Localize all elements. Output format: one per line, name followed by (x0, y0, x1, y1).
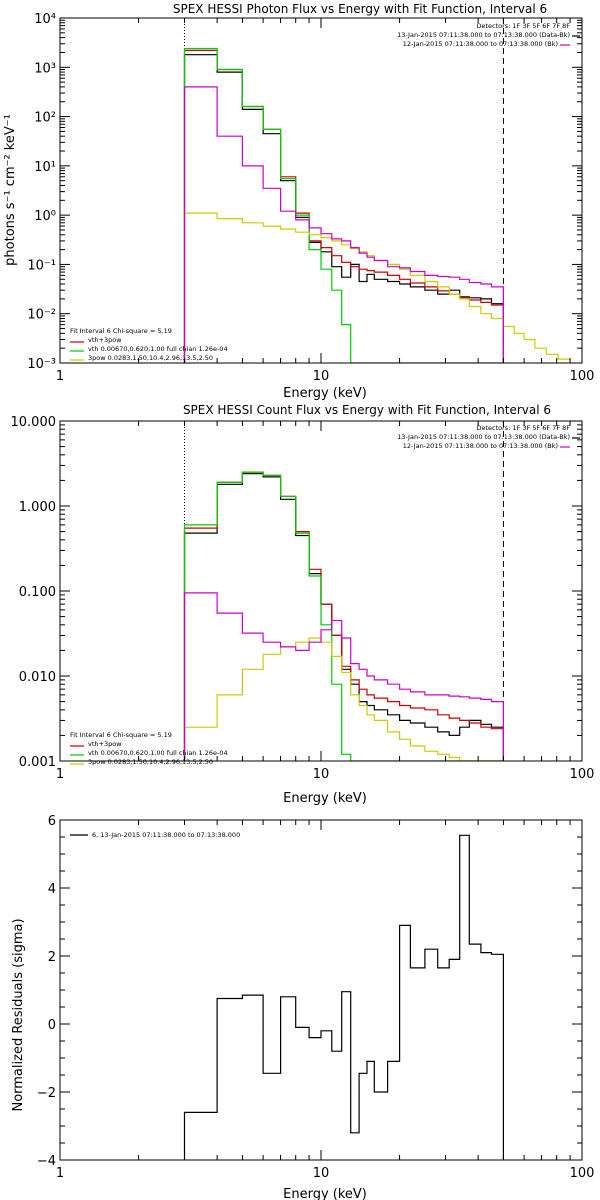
series-group (183, 47, 571, 363)
panel-title: SPEX HESSI Photon Flux vs Energy with Fi… (173, 2, 547, 16)
panel-title: SPEX HESSI Count Flux vs Energy with Fit… (183, 403, 551, 417)
x-tick-label: 100 (570, 1166, 595, 1181)
x-tick-label: 10 (313, 1166, 330, 1181)
y-tick-label: 10⁻¹ (27, 258, 56, 273)
photon-flux-panel: SPEX HESSI Photon Flux vs Energy with Fi… (3, 2, 594, 401)
series-data-bk (183, 54, 504, 363)
x-tick-label: 10 (313, 767, 330, 782)
fit-legend-line: vth+3pow (88, 336, 122, 344)
y-tick-label: 4 (48, 882, 56, 897)
x-tick-label: 1 (56, 1166, 64, 1181)
series-vth (183, 471, 504, 761)
y-tick-label: −2 (37, 1086, 56, 1101)
series-bk (183, 592, 504, 761)
x-tick-label: 100 (570, 767, 595, 782)
y-tick-label: 0.001 (19, 755, 56, 770)
header-line: 13-Jan-2015 07:11:38.000 to 07:13:38.000… (397, 433, 570, 441)
fit-legend-line: vth 0.00670,0.620,1.00 full chian 1.26e-… (88, 345, 228, 353)
series-vth-3pow (183, 49, 504, 363)
series-vth (183, 47, 504, 363)
fit-legend-line: 3pow 0.0283,1.50,10.4,2.96,13.5,2.50 (88, 758, 213, 766)
series-vth-3pow (183, 471, 504, 761)
series-3pow (183, 637, 504, 761)
header-line: 12-Jan-2015 07:11:38.000 to 07:13:38.000… (403, 442, 558, 450)
series-6 (183, 834, 504, 1160)
y-tick-label: 6 (48, 814, 56, 829)
legend-text: 6, 13-Jan-2015 07:11:38.000 to 07:13:38.… (92, 831, 240, 839)
y-tick-label: −4 (37, 1154, 56, 1169)
y-tick-label: 10⁰ (34, 209, 56, 224)
fit-legend-line: vth+3pow (88, 740, 122, 748)
fit-legend-line: vth 0.00670,0.620,1.00 full chian 1.26e-… (88, 749, 228, 757)
x-tick-label: 100 (570, 369, 595, 384)
y-tick-label: 10⁴ (34, 12, 56, 27)
y-tick-label: 10⁻³ (27, 357, 56, 372)
header-line: 13-Jan-2015 07:11:38.000 to 07:13:38.000… (397, 31, 570, 39)
x-tick-label: 10 (313, 369, 330, 384)
x-axis-label: Energy (keV) (283, 386, 367, 401)
header-line: Detectors: 1F 3F 5F 6F 7F 8F (476, 22, 570, 30)
fit-legend-line: Fit Interval 6 Chi-square = 5.19 (70, 731, 172, 739)
y-tick-label: 0.010 (19, 670, 56, 685)
series-group (183, 471, 504, 761)
x-tick-label: 1 (56, 369, 64, 384)
series-data-bk (183, 473, 504, 761)
series-3pow (183, 212, 571, 363)
x-axis-label: Energy (keV) (283, 1187, 367, 1200)
x-axis-label: Energy (keV) (283, 791, 367, 806)
y-tick-label: 10³ (34, 61, 56, 76)
y-tick-label: 10¹ (34, 160, 56, 175)
y-axis-label: photons s⁻¹ cm⁻² keV⁻¹ (3, 114, 18, 266)
fit-legend-line: Fit Interval 6 Chi-square = 5.19 (70, 327, 172, 335)
y-tick-label: 2 (48, 950, 56, 965)
fit-legend-line: 3pow 0.0283,1.50,10.4,2.96,13.5,2.50 (88, 354, 213, 362)
y-tick-label: 1.000 (19, 500, 56, 515)
y-tick-label: 10⁻² (27, 308, 56, 323)
y-axis-label: Normalized Residuals (sigma) (11, 918, 26, 1111)
residuals-panel: Energy (keV) Normalized Residuals (sigma… (11, 814, 594, 1200)
series-bk (183, 86, 504, 363)
header-line: Detectors: 1F 3F 5F 6F 7F 8F (476, 424, 570, 432)
y-tick-label: 0.100 (19, 585, 56, 600)
x-tick-label: 1 (56, 767, 64, 782)
count-flux-panel: SPEX HESSI Count Flux vs Energy with Fit… (11, 403, 595, 806)
y-tick-label: 10.000 (11, 415, 57, 430)
series-group (183, 834, 504, 1160)
y-tick-label: 0 (48, 1018, 56, 1033)
header-line: 12-Jan-2015 07:11:38.000 to 07:13:38.000… (403, 40, 558, 48)
y-tick-label: 10² (34, 111, 56, 126)
